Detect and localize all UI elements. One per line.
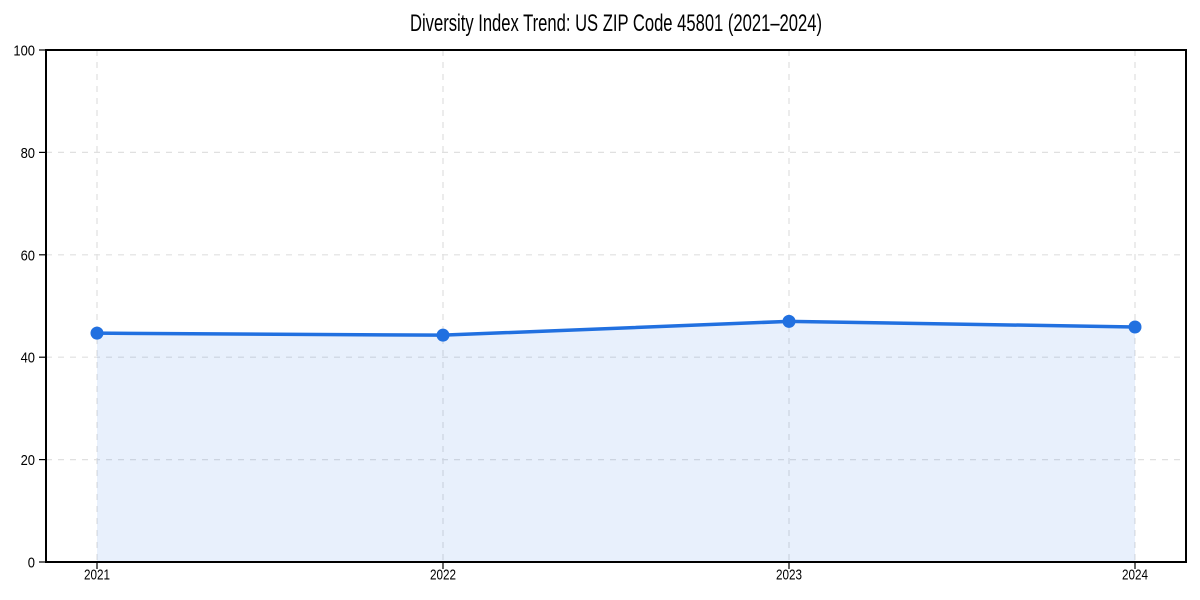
data-point-marker <box>782 314 796 328</box>
y-axis-tick-label: 40 <box>21 350 35 367</box>
area-fill <box>97 321 1135 562</box>
y-axis-tick-label: 20 <box>21 452 35 469</box>
x-axis-tick-label: 2023 <box>776 567 802 584</box>
x-axis-tick-label: 2024 <box>1122 567 1148 584</box>
plot-border <box>45 49 1187 563</box>
y-axis-tick-label: 80 <box>21 145 35 162</box>
y-axis-tick-label: 100 <box>13 43 35 60</box>
trend-line <box>95 319 1137 337</box>
grid-lines <box>46 49 1186 563</box>
y-axis-tick-label: 0 <box>28 555 35 572</box>
data-point-marker <box>436 328 450 342</box>
data-point-marker <box>1128 320 1142 334</box>
chart-title: Diversity Index Trend: US ZIP Code 45801… <box>410 10 822 37</box>
axis-ticks-layer <box>39 49 1136 569</box>
trend-line-layer <box>95 319 1137 337</box>
x-axis-tick-label: 2022 <box>430 567 456 584</box>
data-point-marker <box>90 326 104 340</box>
plot-border-layer <box>45 49 1187 563</box>
x-axis-tick-label: 2021 <box>84 567 110 584</box>
y-axis-tick-label: 60 <box>21 247 35 264</box>
axis-labels-layer: 0 20 40 60 80 100 2021 2022 2023 2024 <box>13 43 1148 584</box>
data-point-layer <box>90 314 1142 342</box>
area-fill-layer <box>97 321 1135 562</box>
